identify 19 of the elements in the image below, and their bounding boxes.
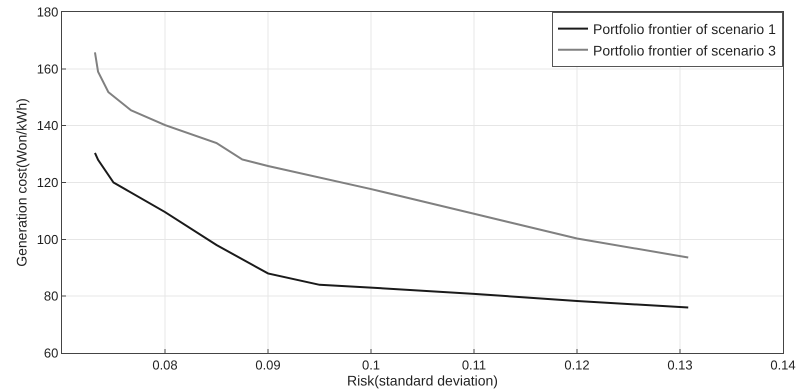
x-tick-label: 0.09	[255, 358, 281, 373]
x-tick-label: 0.11	[462, 358, 486, 373]
y-tick-label: 80	[44, 288, 58, 304]
y-tick-label: 100	[36, 232, 58, 247]
x-tick-label: 0.1	[362, 358, 380, 373]
x-tick-label: 0.14	[770, 358, 796, 373]
y-tick-label: 140	[36, 118, 58, 134]
x-axis-title: Risk(standard deviation)	[347, 372, 498, 389]
x-tick-label: 0.13	[667, 358, 693, 373]
y-tick-label: 160	[36, 61, 58, 76]
y-tick-label: 180	[36, 4, 58, 20]
legend-label: Portfolio frontier of scenario 3	[593, 42, 776, 58]
line-series	[94, 152, 690, 309]
y-axis-title: Generation cost(Won/kWh)	[13, 98, 30, 267]
y-tick-label: 60	[44, 346, 58, 361]
x-tick-label: 0.12	[564, 358, 590, 373]
legend-label: Portfolio frontier of scenario 1	[593, 21, 776, 38]
y-tick-label: 120	[36, 175, 58, 190]
x-tick-label: 0.08	[152, 358, 178, 373]
